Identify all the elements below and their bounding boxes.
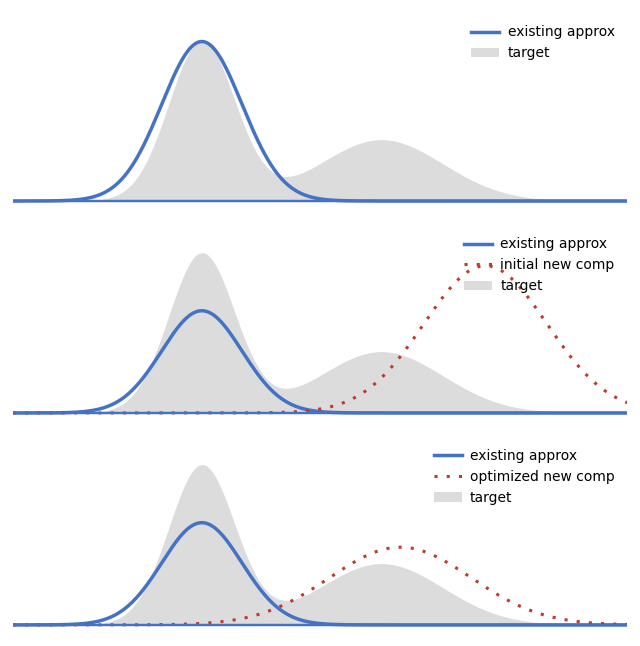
Legend: existing approx, initial new comp, target: existing approx, initial new comp, targe…: [459, 232, 620, 299]
Legend: existing approx, optimized new comp, target: existing approx, optimized new comp, tar…: [428, 444, 620, 511]
Legend: existing approx, target: existing approx, target: [466, 20, 620, 66]
